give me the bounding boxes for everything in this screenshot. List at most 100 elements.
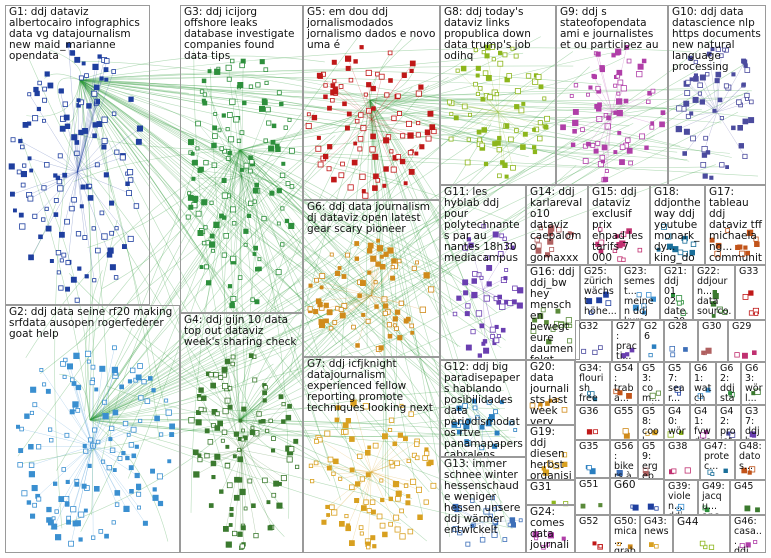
edge xyxy=(371,76,383,120)
node xyxy=(222,407,229,415)
node xyxy=(715,71,722,78)
group-box: G42: projet ddj pré... xyxy=(716,405,741,440)
node xyxy=(42,97,47,103)
edge xyxy=(239,324,337,421)
node xyxy=(16,169,22,175)
node xyxy=(257,257,262,262)
edge xyxy=(455,521,484,530)
node xyxy=(346,111,352,117)
node xyxy=(477,86,483,91)
node xyxy=(280,206,285,211)
node xyxy=(339,312,346,319)
node xyxy=(572,119,579,127)
node xyxy=(714,250,721,258)
node xyxy=(274,143,280,149)
group-box: G23: semest... meinen ddj kurs... xyxy=(620,265,660,320)
node xyxy=(119,154,126,161)
node xyxy=(127,177,134,183)
group-nodes xyxy=(642,467,649,477)
node xyxy=(473,47,478,53)
node xyxy=(491,57,496,62)
node xyxy=(381,296,388,303)
node xyxy=(210,460,217,467)
node xyxy=(338,521,345,527)
group-label: G5: em dou ddj jornalismodados jornalism… xyxy=(307,6,436,51)
edge xyxy=(38,445,93,448)
node xyxy=(357,453,363,460)
node xyxy=(493,337,500,344)
edge xyxy=(369,76,449,101)
node xyxy=(425,135,432,142)
node xyxy=(201,199,208,206)
node xyxy=(626,228,632,234)
edge xyxy=(704,111,718,150)
node xyxy=(723,83,729,89)
edge xyxy=(371,258,374,296)
edge xyxy=(482,425,495,447)
node xyxy=(476,272,482,278)
node xyxy=(399,158,406,165)
group-label: G57: sear... ope... xyxy=(668,363,686,405)
node xyxy=(464,159,471,166)
edge xyxy=(56,149,241,471)
edge xyxy=(92,445,140,508)
edge xyxy=(79,79,220,116)
node xyxy=(84,274,89,279)
node xyxy=(459,420,464,425)
group-box: G63: wörl... date... xyxy=(741,362,766,405)
node xyxy=(77,266,82,271)
edge xyxy=(316,279,372,296)
node xyxy=(670,352,676,358)
edge xyxy=(92,429,95,447)
node xyxy=(532,149,538,155)
edge xyxy=(241,400,265,451)
group-box: G41: fvw dest... xyxy=(690,405,716,440)
node xyxy=(341,303,348,309)
group-nodes xyxy=(613,388,632,399)
edge xyxy=(79,52,524,81)
node xyxy=(728,391,733,396)
node xyxy=(275,269,282,276)
edge xyxy=(224,432,242,451)
node xyxy=(480,96,486,102)
node xyxy=(239,543,245,549)
edge xyxy=(79,79,91,412)
node xyxy=(243,162,250,169)
node xyxy=(208,241,216,248)
edge xyxy=(239,244,371,421)
node xyxy=(92,427,98,433)
node xyxy=(541,545,546,550)
node xyxy=(383,251,389,257)
node xyxy=(485,75,492,81)
edge xyxy=(239,66,590,421)
group-nodes xyxy=(451,398,518,451)
node xyxy=(650,88,656,94)
node xyxy=(86,359,91,364)
node xyxy=(570,142,576,147)
node xyxy=(169,423,176,430)
node xyxy=(268,418,273,424)
group-nodes xyxy=(592,541,603,550)
edge xyxy=(20,419,241,465)
group-box: G29 xyxy=(728,320,766,362)
group-nodes xyxy=(649,542,659,549)
node xyxy=(742,293,749,300)
node xyxy=(596,116,603,123)
node xyxy=(197,229,204,236)
node xyxy=(497,173,502,179)
node xyxy=(525,73,532,79)
edge xyxy=(369,99,450,537)
node xyxy=(365,472,371,478)
edge xyxy=(89,406,505,421)
group-label: G33 xyxy=(739,266,759,277)
node xyxy=(169,432,175,437)
node xyxy=(106,252,113,258)
edge xyxy=(61,171,78,235)
edge xyxy=(193,46,241,421)
edge xyxy=(371,471,407,486)
edge xyxy=(231,175,242,306)
edge xyxy=(65,359,93,447)
edge xyxy=(145,339,241,421)
node xyxy=(612,248,618,253)
edge xyxy=(239,149,337,344)
